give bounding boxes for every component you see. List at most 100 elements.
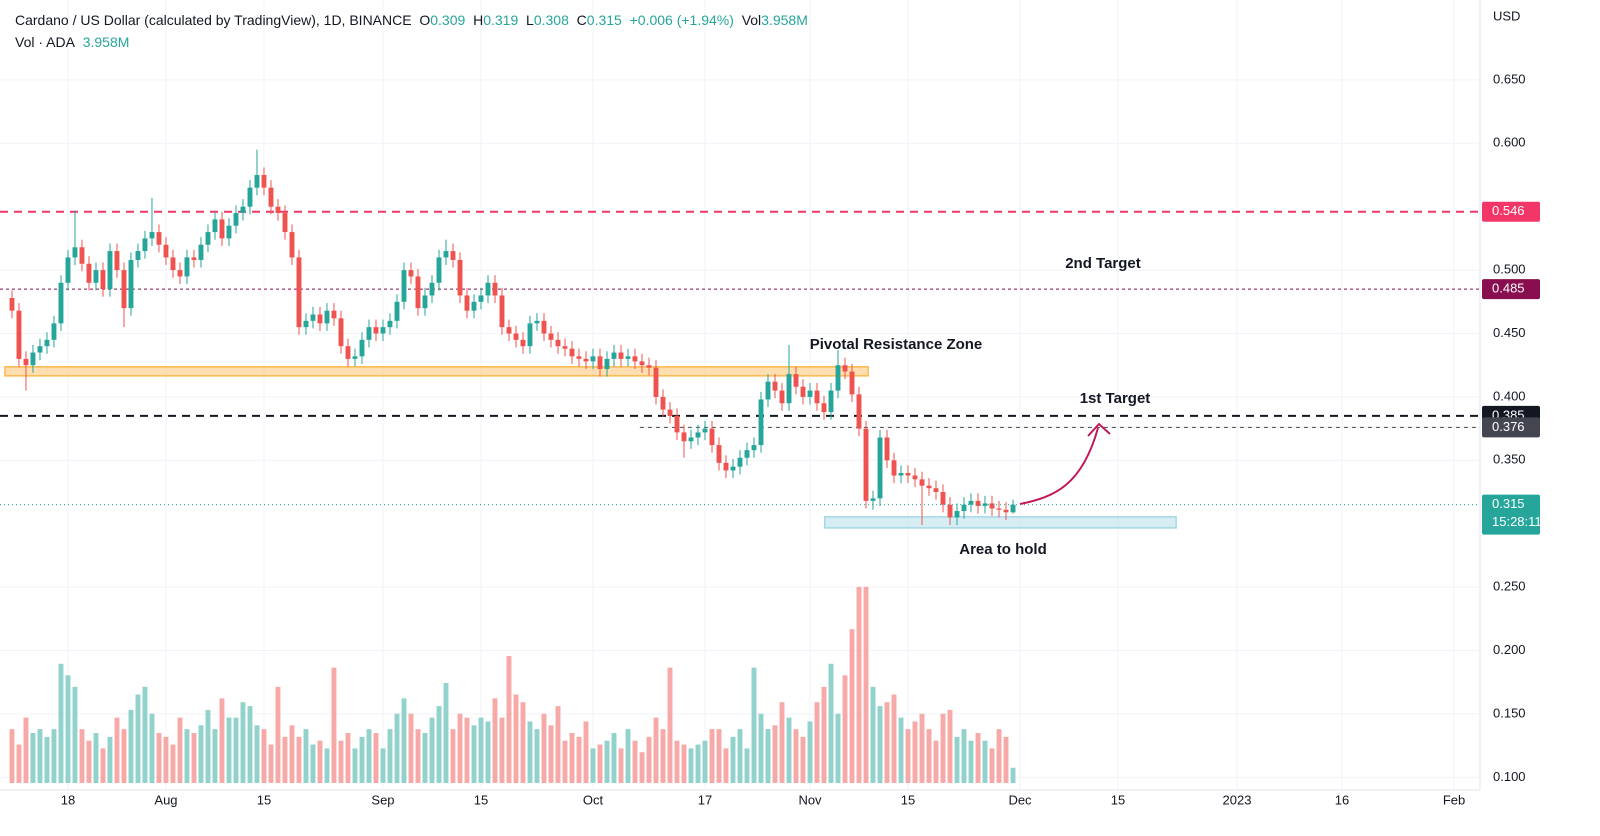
vol-key: Vol — [741, 12, 762, 28]
volume-bar — [842, 675, 848, 783]
volume-bar — [646, 736, 652, 783]
volume-bar — [415, 729, 421, 783]
arrow-head — [1087, 422, 1111, 437]
volume-bar — [604, 740, 610, 783]
change: +0.006 (+1.94%) — [629, 12, 734, 28]
volume-bar — [359, 736, 365, 783]
volume-bar — [534, 729, 540, 783]
volume-bar — [674, 740, 680, 783]
volume-bar — [821, 686, 827, 783]
candle-body — [912, 475, 918, 480]
candle-body — [681, 432, 687, 442]
candle-body — [688, 437, 694, 442]
volume-bar — [590, 748, 596, 783]
volume-bar — [863, 586, 869, 783]
candle-body — [793, 374, 799, 387]
candle-body — [940, 492, 946, 505]
volume-bar — [149, 713, 155, 783]
annotation: 2nd Target — [1065, 255, 1141, 272]
volume-bar — [716, 729, 722, 783]
candle-body — [464, 295, 470, 311]
volume-bar — [982, 740, 988, 783]
candle-body — [142, 238, 148, 252]
volume-bar — [394, 713, 400, 783]
ohlc-key: O — [419, 12, 431, 28]
candle-body — [891, 460, 897, 476]
volume-bar — [191, 733, 197, 783]
volume-bar — [58, 663, 64, 783]
x-tick-label: 15 — [901, 792, 915, 807]
volume-bar — [681, 744, 687, 783]
candle-body — [709, 428, 715, 446]
volume-bar — [1003, 736, 1009, 783]
volume-bar — [401, 698, 407, 783]
volume-bar — [961, 729, 967, 783]
volume-bar — [142, 686, 148, 783]
y-tick-label: 0.350 — [1493, 452, 1526, 467]
y-tick-label: 0.400 — [1493, 388, 1526, 403]
zone — [823, 516, 1177, 529]
volume-bar — [16, 744, 22, 783]
volume-bar — [527, 721, 533, 783]
candle-body — [86, 263, 92, 283]
volume-bar — [744, 748, 750, 783]
volume-bar — [457, 713, 463, 783]
x-tick-label: 18 — [61, 792, 75, 807]
volume-bar — [261, 729, 267, 783]
candle-body — [443, 251, 449, 258]
volume-bar — [226, 717, 232, 783]
candle-body — [485, 282, 491, 296]
candle-body — [121, 270, 127, 309]
candle-body — [429, 282, 435, 296]
candle-body — [1003, 509, 1009, 513]
candle-body — [72, 247, 78, 258]
candle-body — [338, 318, 344, 347]
volume-bar — [618, 748, 624, 783]
candle-body — [828, 390, 834, 413]
candle-body — [282, 213, 288, 233]
candle-body — [702, 428, 708, 433]
volume-bar — [548, 725, 554, 783]
candle-body — [730, 466, 736, 471]
candle-body — [296, 257, 302, 328]
candle-body — [646, 365, 652, 368]
candle-body — [835, 365, 841, 391]
candle-body — [513, 333, 519, 340]
volume-bar — [1010, 767, 1016, 783]
candle-body — [23, 358, 29, 366]
vol-value: 3.958M — [761, 12, 808, 28]
volume-bar — [884, 702, 890, 783]
volume-bar — [632, 740, 638, 783]
candle-body — [975, 500, 981, 506]
volume-bar — [338, 740, 344, 783]
volume-bar — [170, 744, 176, 783]
volume-bar — [436, 706, 442, 783]
candle-body — [520, 339, 526, 347]
candle-body — [478, 295, 484, 302]
candle-body — [674, 415, 680, 433]
candle-body — [842, 365, 848, 372]
arrow — [1019, 427, 1099, 505]
volume-bar — [835, 713, 841, 783]
volume-bar — [870, 686, 876, 783]
volume-bar — [765, 729, 771, 783]
volume-bar — [702, 740, 708, 783]
candle-body — [254, 174, 260, 188]
volume-bar — [898, 717, 904, 783]
volume-bar — [464, 717, 470, 783]
candle-body — [9, 297, 15, 311]
candle-body — [569, 348, 575, 357]
candle-body — [947, 504, 953, 518]
candle-body — [576, 356, 582, 359]
candle-body — [821, 403, 827, 413]
volume-bar — [219, 698, 225, 783]
volume-bar — [107, 736, 113, 783]
volume-bar — [310, 744, 316, 783]
volume-bar — [121, 729, 127, 783]
candle-body — [331, 310, 337, 319]
volume-bar — [478, 717, 484, 783]
candle-body — [548, 333, 554, 340]
volume-bar — [184, 729, 190, 783]
candle-body — [919, 479, 925, 486]
candle-body — [247, 187, 253, 207]
